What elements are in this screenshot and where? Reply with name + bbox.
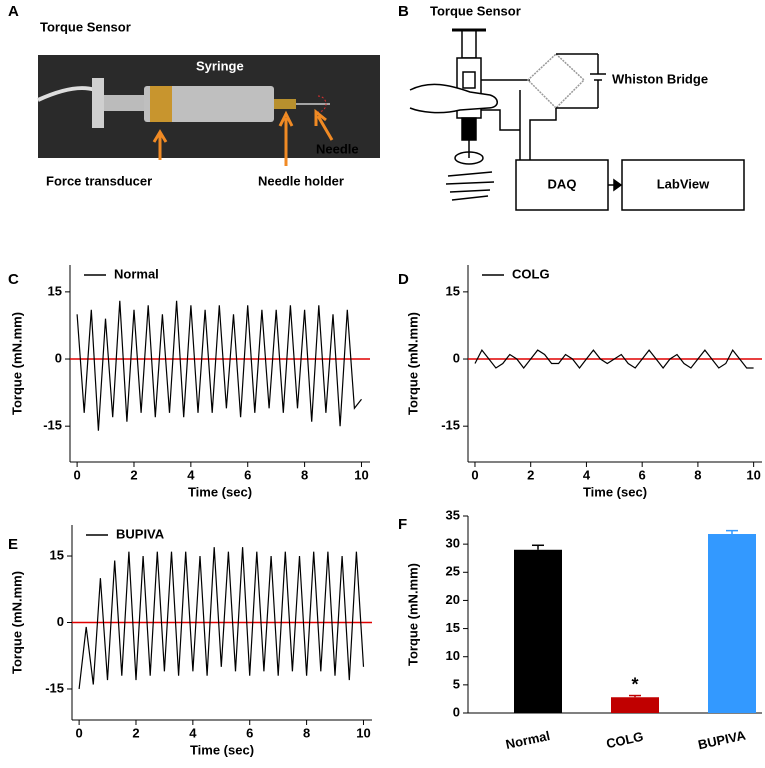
bridge bbox=[526, 52, 586, 110]
diagram-title: Torque Sensor bbox=[430, 3, 521, 18]
x-tick-label: 6 bbox=[244, 467, 251, 482]
y-tick-label: 5 bbox=[453, 676, 460, 691]
y-axis-label: Torque (mN.mm) bbox=[405, 312, 420, 415]
legend-label: COLG bbox=[512, 266, 550, 281]
panel-label: F bbox=[398, 516, 407, 533]
plunger bbox=[461, 29, 477, 59]
y-tick-label: 10 bbox=[446, 648, 460, 663]
photo bbox=[37, 55, 380, 166]
x-tick-label: 2 bbox=[527, 467, 534, 482]
y-axis-label: Torque (mN.mm) bbox=[405, 563, 420, 666]
diagram-node: DAQ bbox=[548, 176, 577, 191]
x-axis-label: Time (sec) bbox=[188, 484, 252, 499]
y-tick-label: -15 bbox=[45, 680, 64, 695]
arrowhead bbox=[613, 178, 623, 192]
tissue bbox=[445, 171, 495, 201]
panel-label: B bbox=[398, 3, 409, 20]
wire bbox=[481, 109, 520, 131]
y-tick-label: 15 bbox=[50, 547, 64, 562]
series-line bbox=[76, 300, 362, 431]
x-axis-label: Time (sec) bbox=[190, 742, 254, 757]
diagram-node: LabView bbox=[657, 176, 710, 191]
x-tick-label: 10 bbox=[356, 725, 370, 740]
x-tick-label: 8 bbox=[694, 467, 701, 482]
y-tick-label: 0 bbox=[55, 350, 62, 365]
photo-label: Syringe bbox=[196, 58, 244, 73]
legend-label: Normal bbox=[114, 266, 159, 281]
diagram bbox=[409, 28, 745, 211]
photo-label: Needle holder bbox=[258, 173, 344, 188]
y-tick-label: 30 bbox=[446, 536, 460, 551]
y-tick-label: 0 bbox=[57, 614, 64, 629]
x-tick-label: 6 bbox=[639, 467, 646, 482]
x-tick-label: 4 bbox=[187, 467, 195, 482]
y-tick-label: 0 bbox=[453, 704, 460, 719]
legend-label: BUPIVA bbox=[116, 526, 165, 541]
x-tick-label: 8 bbox=[303, 725, 310, 740]
panel-label: D bbox=[398, 271, 409, 288]
y-tick-label: 20 bbox=[446, 592, 460, 607]
x-tick-label: COLG bbox=[605, 729, 645, 751]
rotation bbox=[454, 151, 484, 165]
cable bbox=[37, 86, 96, 102]
panel-label: C bbox=[8, 271, 19, 288]
photo-label: Needle bbox=[316, 141, 359, 156]
x-tick-label: 6 bbox=[246, 725, 253, 740]
x-axis-label: Time (sec) bbox=[583, 484, 647, 499]
diagram-label: Whiston Bridge bbox=[612, 71, 708, 86]
panel-label: A bbox=[8, 3, 19, 20]
sensor bbox=[462, 71, 476, 89]
x-tick-label: 2 bbox=[130, 467, 137, 482]
photo-label: Force transducer bbox=[46, 173, 152, 188]
x-tick-label: 0 bbox=[75, 725, 82, 740]
x-tick-label: 10 bbox=[746, 467, 760, 482]
y-axis-label: Torque (mN.mm) bbox=[9, 571, 24, 674]
x-tick-label: 2 bbox=[132, 725, 139, 740]
x-tick-label: 0 bbox=[73, 467, 80, 482]
needle-holder bbox=[274, 99, 296, 109]
syringe-barrel bbox=[144, 86, 274, 122]
x-tick-label: BUPIVA bbox=[697, 727, 748, 752]
force-transducer bbox=[150, 86, 172, 122]
x-tick-label: Normal bbox=[504, 728, 551, 752]
x-tick-label: 8 bbox=[301, 467, 308, 482]
y-tick-label: 15 bbox=[446, 283, 460, 298]
arrow bbox=[278, 110, 294, 166]
y-tick-label: -15 bbox=[441, 418, 460, 433]
y-axis-label: Torque (mN.mm) bbox=[9, 312, 24, 415]
bar bbox=[708, 534, 756, 713]
panel-label: E bbox=[8, 536, 18, 553]
y-tick-label: 15 bbox=[446, 620, 460, 635]
x-tick-label: 4 bbox=[189, 725, 197, 740]
bar bbox=[514, 549, 562, 713]
y-tick-label: 35 bbox=[446, 507, 460, 522]
x-tick-label: 4 bbox=[583, 467, 591, 482]
wire bbox=[529, 108, 557, 160]
x-tick-label: 0 bbox=[471, 467, 478, 482]
y-tick-label: 0 bbox=[453, 350, 460, 365]
needle-hub bbox=[461, 117, 477, 141]
annotation: * bbox=[631, 674, 638, 694]
bar bbox=[611, 697, 659, 713]
syringe-flange bbox=[92, 78, 104, 128]
x-tick-label: 10 bbox=[354, 467, 368, 482]
series-line bbox=[474, 348, 754, 369]
plunger bbox=[104, 95, 144, 111]
hand bbox=[409, 83, 498, 114]
arrow bbox=[152, 129, 168, 160]
photo-title: Torque Sensor bbox=[40, 19, 131, 34]
series-line bbox=[78, 547, 365, 690]
arrow bbox=[314, 108, 334, 141]
y-tick-label: 25 bbox=[446, 564, 460, 579]
rotation-mark bbox=[317, 95, 327, 113]
y-tick-label: -15 bbox=[43, 418, 62, 433]
y-tick-label: 15 bbox=[48, 283, 62, 298]
